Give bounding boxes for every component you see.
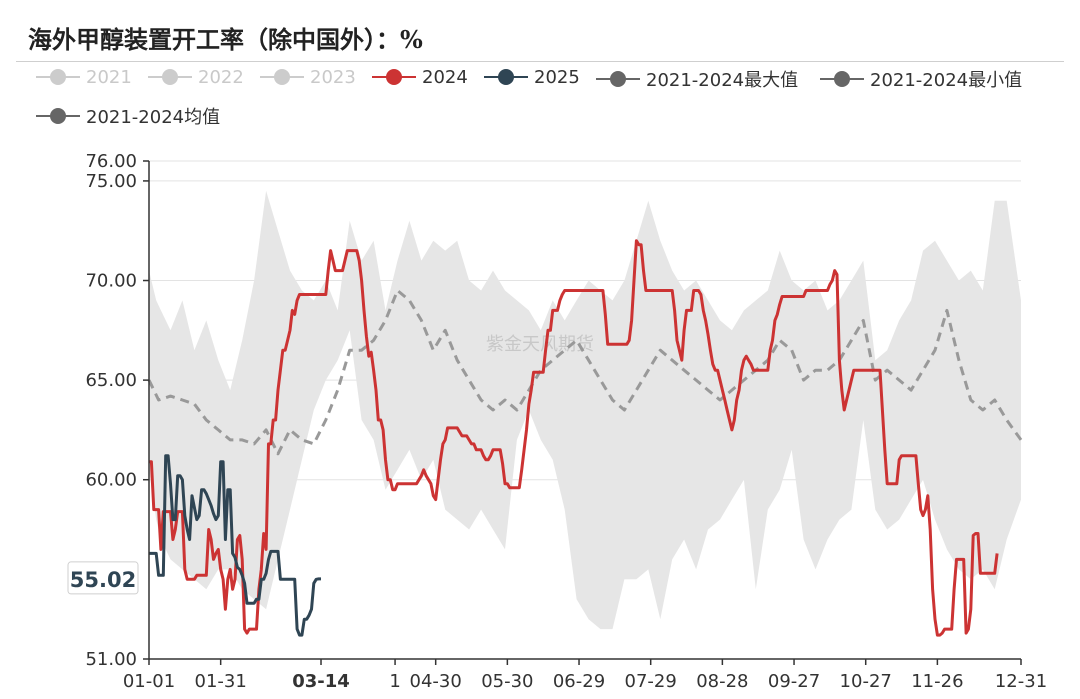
x-tick-label: 07-29 xyxy=(625,671,677,692)
y-tick-label: 76.00 xyxy=(85,151,137,172)
legend-label: 2021-2024均值 xyxy=(86,107,221,128)
x-tick-label: 04-30 xyxy=(410,671,462,692)
legend-label: 2021 xyxy=(86,66,132,88)
legend-label: 2021-2024最大值 xyxy=(646,70,799,91)
legend-label: 2025 xyxy=(534,66,580,88)
x-tick-label: 05-30 xyxy=(481,671,533,692)
series-line-2024 xyxy=(149,239,999,637)
legend-marker-icon xyxy=(260,69,304,85)
legend-label: 2024 xyxy=(422,66,468,88)
x-tick-label-highlight: 03-14 xyxy=(292,671,350,692)
x-tick-label: 10-27 xyxy=(840,671,892,692)
series-line-2025 xyxy=(149,454,321,637)
x-tick-label: 12-31 xyxy=(995,671,1047,692)
watermark: 紫金天风期货 xyxy=(486,334,594,355)
legend-marker-icon xyxy=(36,108,80,124)
y-tick-label: 70.00 xyxy=(85,271,137,292)
legend-item-2023[interactable]: 2023 xyxy=(260,66,356,88)
legend-item-2022[interactable]: 2022 xyxy=(148,66,244,88)
legend-marker-icon xyxy=(148,69,192,85)
min-max-range-band xyxy=(149,190,1021,630)
x-tick-label: 08-28 xyxy=(696,671,748,692)
legend-marker-icon xyxy=(36,69,80,85)
legend-label: 2022 xyxy=(198,66,244,88)
chart-title: 海外甲醇装置开工率（除中国外）：% xyxy=(28,25,423,54)
x-tick-label: 11-26 xyxy=(911,671,963,692)
x-tick-label: 09-27 xyxy=(768,671,820,692)
legend-item-2025[interactable]: 2025 xyxy=(484,66,580,88)
legend-item-2024[interactable]: 2024 xyxy=(372,66,468,88)
legend-item-2021[interactable]: 2021 xyxy=(36,66,132,88)
legend-item-max[interactable]: 2021-2024最大值 xyxy=(596,66,798,92)
x-tick-label: 1 xyxy=(389,671,400,692)
title-divider xyxy=(16,61,1064,62)
y-value-callout: 55.02 xyxy=(67,561,139,595)
legend-marker-icon xyxy=(596,71,640,87)
legend-marker-icon xyxy=(372,69,416,85)
callout-label: 55.02 xyxy=(70,568,136,592)
legend-marker-icon xyxy=(820,71,864,87)
x-tick-label: 01-31 xyxy=(195,671,247,692)
y-tick-label: 60.00 xyxy=(85,470,137,491)
y-tick-label: 51.00 xyxy=(85,649,137,670)
legend-marker-icon xyxy=(484,69,528,85)
legend-label: 2023 xyxy=(310,66,356,88)
y-tick-label: 65.00 xyxy=(85,370,137,391)
x-tick-label: 01-01 xyxy=(123,671,175,692)
y-tick-label: 75.00 xyxy=(85,171,137,192)
legend-item-min[interactable]: 2021-2024最小值 xyxy=(820,66,1022,92)
legend-item-mean[interactable]: 2021-2024均值 xyxy=(36,103,220,129)
x-tick-label: 06-29 xyxy=(553,671,605,692)
callout-box xyxy=(67,561,139,595)
legend-label: 2021-2024最小值 xyxy=(870,70,1023,91)
